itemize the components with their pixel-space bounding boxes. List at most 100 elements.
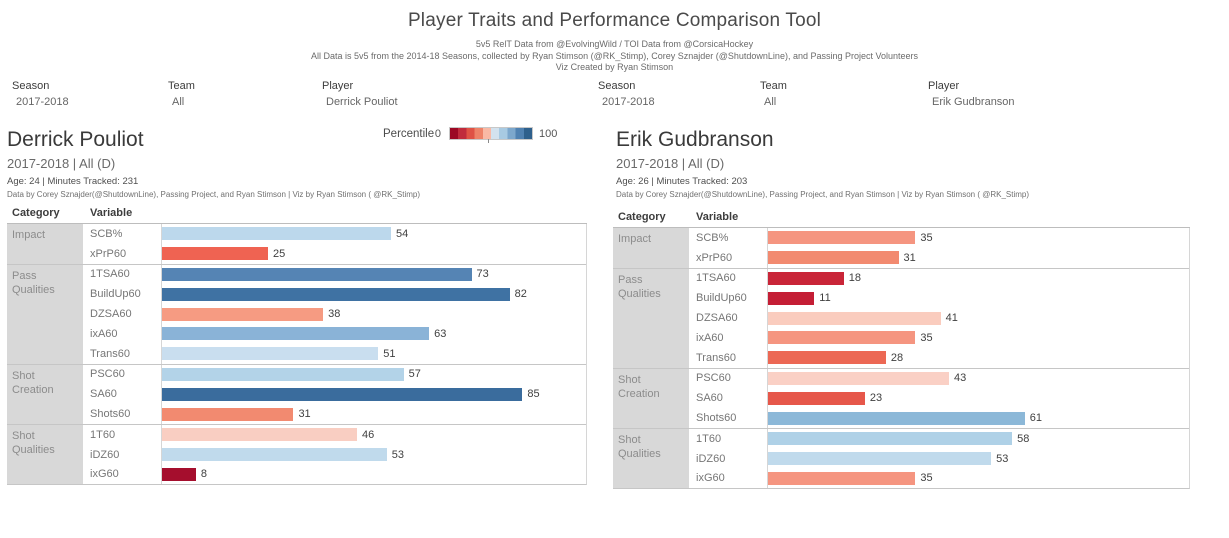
percentile-bar[interactable] <box>768 471 916 485</box>
percentile-value: 18 <box>848 272 862 285</box>
season-dropdown-left[interactable]: 2017-2018 <box>16 96 69 108</box>
variable-row: PSC60 43 <box>689 368 1189 389</box>
percentile-value: 61 <box>1029 412 1043 425</box>
column-headers: Category Variable <box>613 211 1190 228</box>
percentile-bar[interactable] <box>768 251 899 265</box>
category-label: Pass Qualities <box>613 268 689 368</box>
percentile-value: 58 <box>1017 432 1030 445</box>
percentile-value: 35 <box>920 231 933 244</box>
plot-area: 51 <box>161 343 586 364</box>
player-name: Erik Gudbranson <box>616 128 774 151</box>
filter-season-right: Season 2017-2018 <box>598 80 768 108</box>
percentile-bar[interactable] <box>768 391 865 405</box>
percentile-bar[interactable] <box>768 411 1025 425</box>
column-headers: Category Variable <box>7 207 587 224</box>
percentile-bar[interactable] <box>162 448 387 462</box>
percentile-bar[interactable] <box>162 227 391 241</box>
variable-label: DZSA60 <box>90 308 132 321</box>
percentile-value: 53 <box>996 452 1009 465</box>
variable-row: Trans60 51 <box>83 343 586 364</box>
legend-midpoint-tick <box>487 139 489 143</box>
variable-label: 1T60 <box>696 432 722 445</box>
percentile-bar[interactable] <box>162 428 358 442</box>
percentile-bar[interactable] <box>768 452 992 466</box>
category-group: Shot Qualities 1T60 46 iDZ60 53 ixG60 8 <box>7 423 586 485</box>
chart-body: Impact SCB% 54 xPrP60 25 Pass Qualities 1TSA60… <box>7 224 587 486</box>
plot-area: 57 <box>161 364 586 385</box>
group-rows: 1TSA60 18 BuildUp60 11 DZSA60 41 ixA60 35 Trans6… <box>689 268 1189 368</box>
player-dropdown-right[interactable]: Erik Gudbranson <box>932 96 1015 108</box>
percentile-bar[interactable] <box>162 347 379 361</box>
category-group: Impact SCB% 35 xPrP60 31 <box>613 228 1189 268</box>
percentile-chart-left: Category Variable Impact SCB% 54 xPrP60 25 Pa… <box>7 207 587 486</box>
variable-row: iDZ60 53 <box>689 448 1189 469</box>
percentile-bar[interactable] <box>768 331 916 345</box>
variable-row: 1T60 46 <box>83 424 586 445</box>
variable-row: ixG60 35 <box>689 468 1189 489</box>
percentile-value: 8 <box>200 468 208 481</box>
percentile-bar[interactable] <box>162 367 404 381</box>
variable-label: 1TSA60 <box>90 268 130 281</box>
plot-area: 23 <box>767 388 1189 409</box>
variable-row: ixG60 8 <box>83 464 586 485</box>
category-group: Pass Qualities 1TSA60 18 BuildUp60 11 DZSA60 4… <box>613 267 1189 368</box>
variable-column-header: Variable <box>696 211 739 223</box>
player-dropdown-left[interactable]: Derrick Pouliot <box>326 96 398 108</box>
percentile-bar[interactable] <box>768 271 844 285</box>
variable-row: DZSA60 38 <box>83 304 586 324</box>
variable-row: 1T60 58 <box>689 428 1189 449</box>
percentile-bar[interactable] <box>768 351 886 365</box>
variable-label: SA60 <box>90 388 117 401</box>
percentile-bar[interactable] <box>162 247 268 261</box>
variable-row: ixA60 63 <box>83 323 586 344</box>
plot-area: 11 <box>767 288 1189 309</box>
variable-row: ixA60 35 <box>689 327 1189 348</box>
percentile-value: 31 <box>903 251 916 264</box>
variable-label: 1T60 <box>90 428 116 441</box>
category-label: Impact <box>7 224 83 264</box>
player-context: 2017-2018 | All (D) <box>7 156 116 171</box>
filter-season-left: Season 2017-2018 <box>12 80 182 108</box>
plot-area: 82 <box>161 284 586 305</box>
percentile-bar[interactable] <box>162 287 510 301</box>
percentile-value: 11 <box>819 292 831 305</box>
variable-label: PSC60 <box>90 368 125 381</box>
percentile-chart-right: Category Variable Impact SCB% 35 xPrP60 31 Pa… <box>613 211 1190 490</box>
percentile-bar[interactable] <box>162 387 523 401</box>
percentile-bar[interactable] <box>768 371 950 385</box>
percentile-bar[interactable] <box>768 231 916 245</box>
team-dropdown-left[interactable]: All <box>172 96 185 108</box>
filter-label: Player <box>322 80 354 92</box>
variable-label: iDZ60 <box>696 452 726 465</box>
category-group: Impact SCB% 54 xPrP60 25 <box>7 224 586 264</box>
player-meta: Age: 24 | Minutes Tracked: 231 <box>7 176 139 187</box>
variable-row: Shots60 31 <box>83 404 586 424</box>
percentile-bar[interactable] <box>768 291 815 305</box>
percentile-value: 57 <box>408 368 421 381</box>
filter-label: Season <box>598 80 636 92</box>
plot-area: 25 <box>161 243 586 264</box>
chart-body: Impact SCB% 35 xPrP60 31 Pass Qualities 1TSA60… <box>613 228 1190 490</box>
percentile-bar[interactable] <box>162 267 472 281</box>
variable-row: Shots60 61 <box>689 408 1189 428</box>
variable-label: xPrP60 <box>90 247 127 260</box>
variable-label: BuildUp60 <box>696 292 747 305</box>
filter-team-right: Team All <box>760 80 930 108</box>
percentile-bar[interactable] <box>162 407 294 421</box>
category-label: Impact <box>613 228 689 268</box>
plot-area: 35 <box>767 228 1189 248</box>
percentile-bar[interactable] <box>162 307 324 321</box>
percentile-bar[interactable] <box>768 311 941 325</box>
percentile-value: 23 <box>869 392 883 405</box>
percentile-bar[interactable] <box>768 432 1013 446</box>
season-dropdown-right[interactable]: 2017-2018 <box>602 96 655 108</box>
category-label: Shot Creation <box>7 364 83 424</box>
percentile-bar[interactable] <box>162 467 196 481</box>
plot-area: 35 <box>767 468 1189 489</box>
team-dropdown-right[interactable]: All <box>764 96 777 108</box>
percentile-bar[interactable] <box>162 327 430 341</box>
variable-row: SA60 23 <box>689 388 1189 409</box>
player-context: 2017-2018 | All (D) <box>616 156 725 171</box>
category-column-header: Category <box>618 211 666 223</box>
